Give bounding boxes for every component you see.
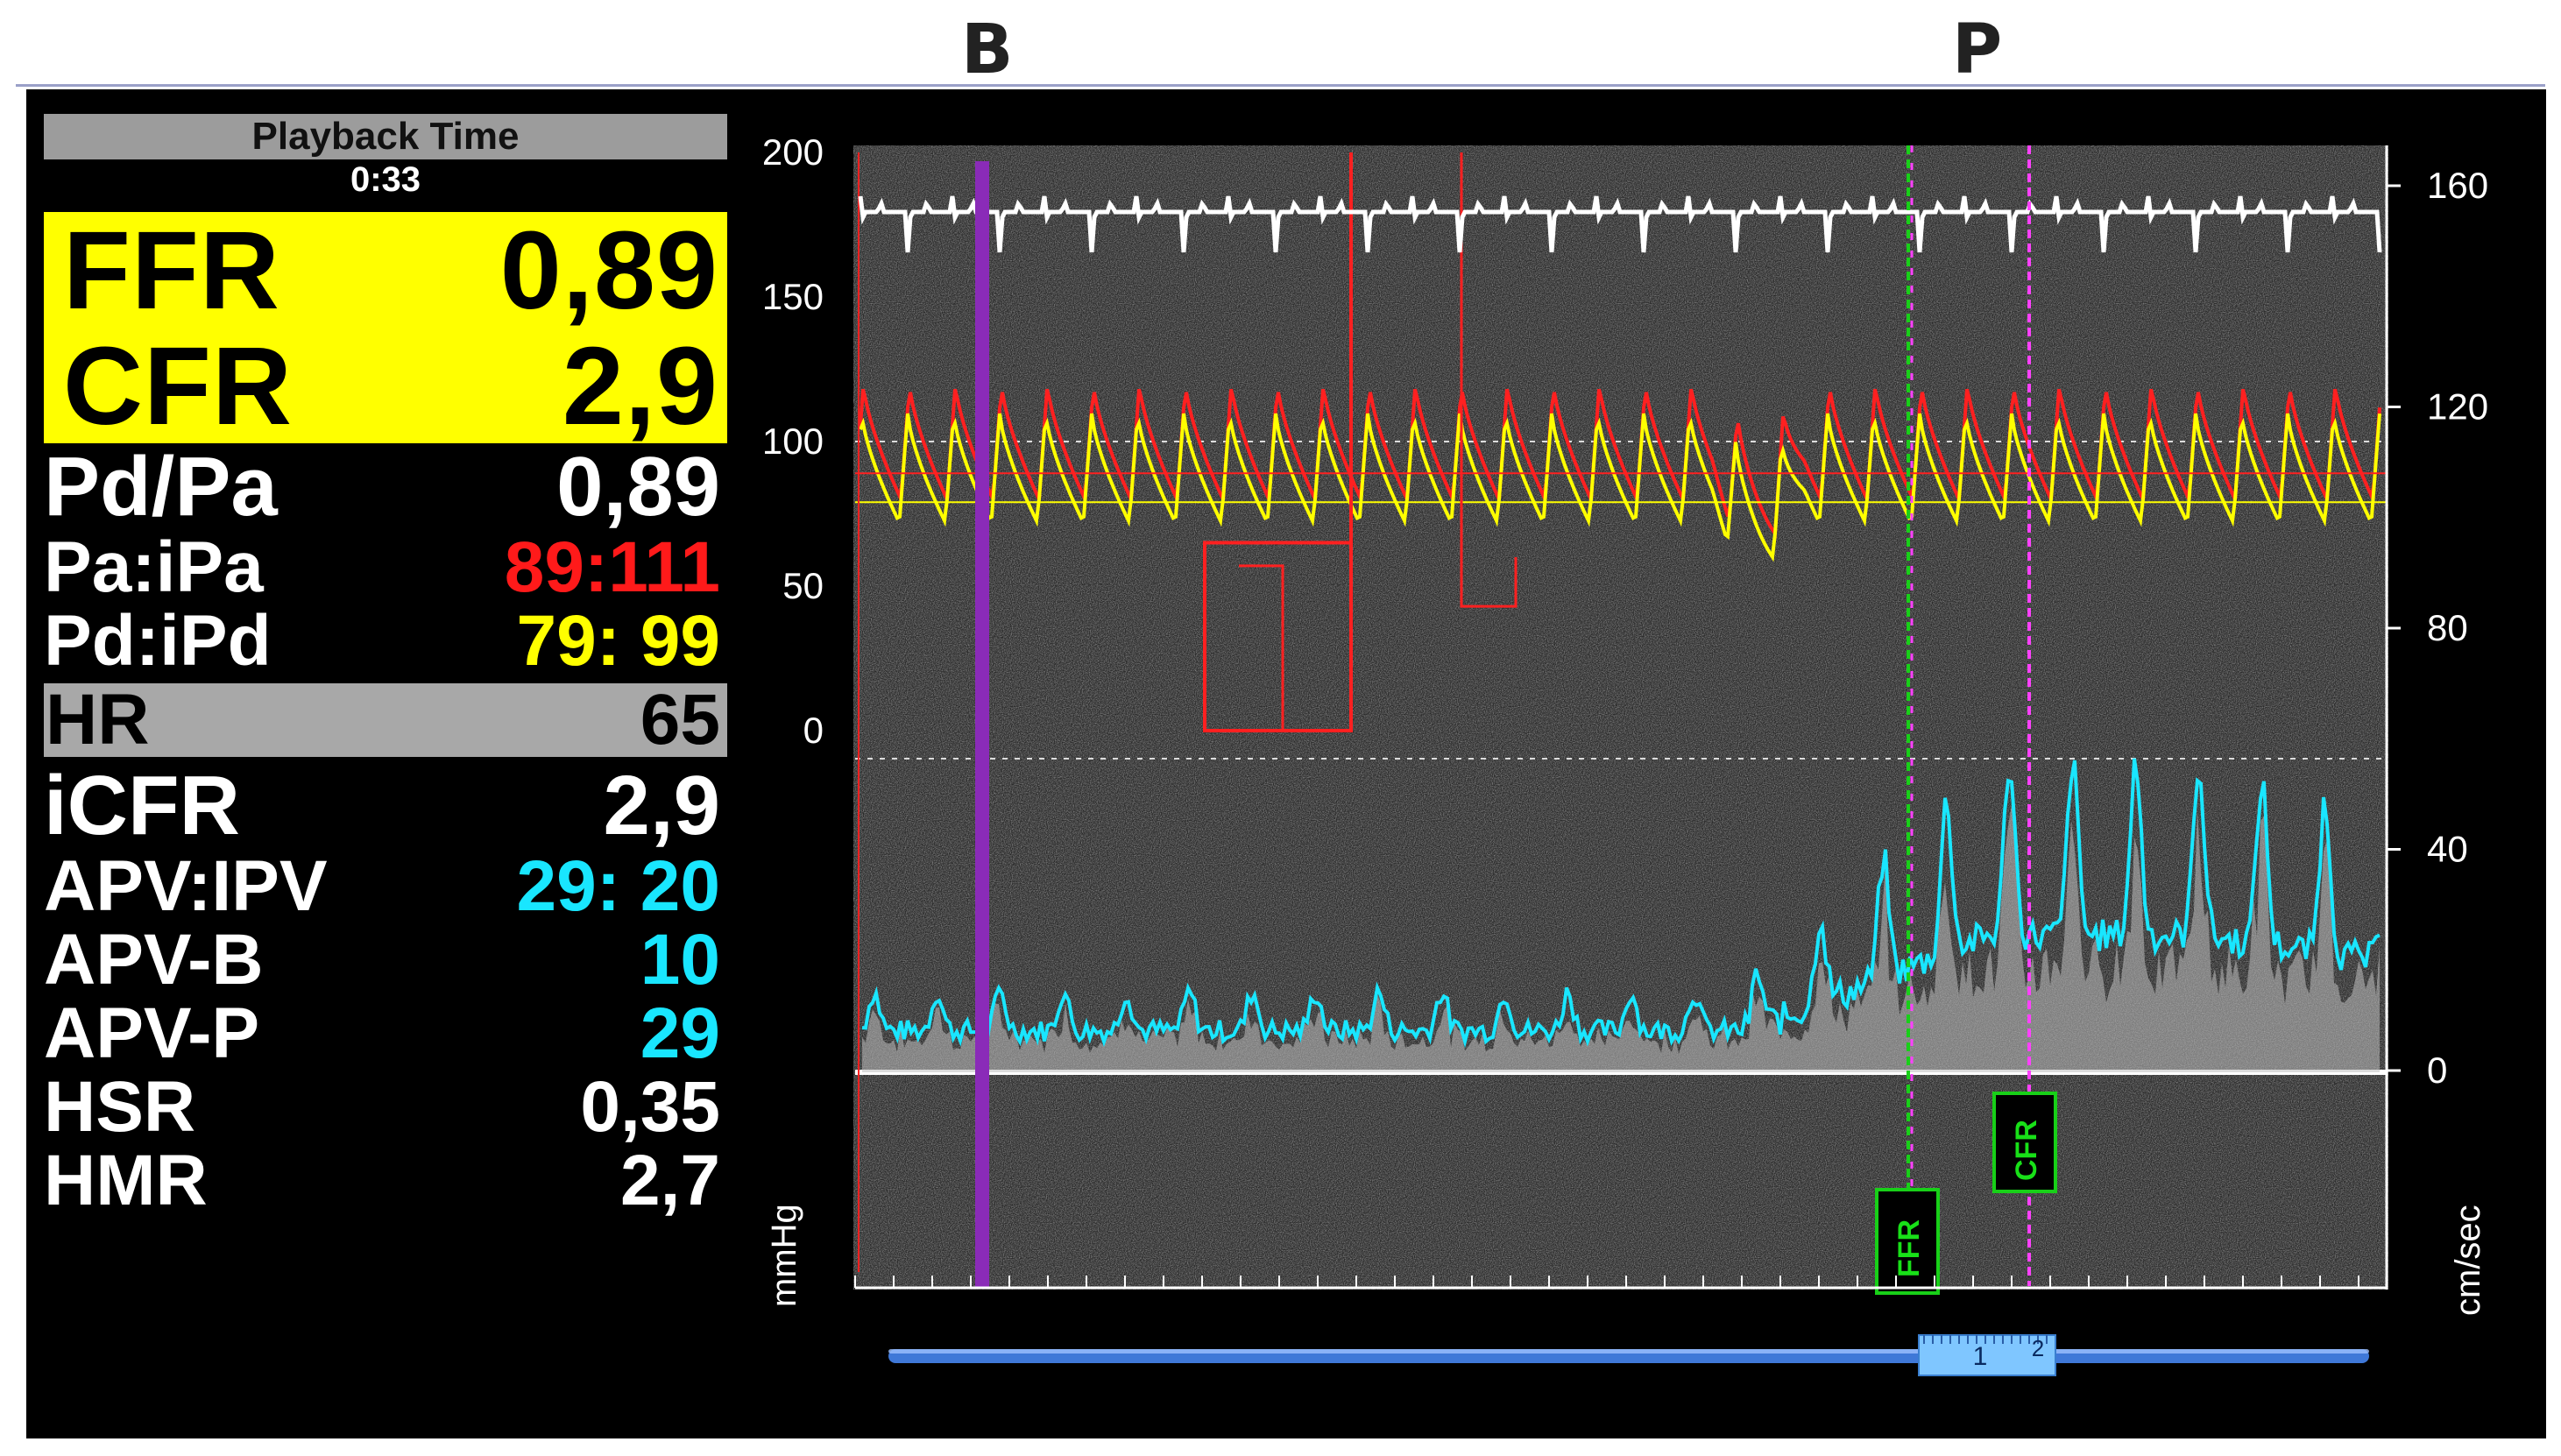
metric-row-hsr: HSR 0,35 (44, 1067, 727, 1147)
metric-row-hr: HR 65 (44, 680, 727, 760)
left-axis-tick-label: 50 (782, 565, 824, 606)
ecg-line (858, 195, 2382, 253)
metric-label: HR (46, 680, 150, 760)
right-axis-tick-label: 40 (2427, 829, 2468, 870)
metric-row-pd-pa: Pd/Pa 0,89 (44, 440, 727, 534)
baseline-marker-label: B (961, 11, 1014, 89)
cfr-label: CFR (63, 323, 293, 448)
ffr-annotation-label: FFR (1892, 1219, 1926, 1277)
timeline-label-1: 1 (1973, 1342, 1988, 1371)
right-axis-unit: cm/sec (2449, 1205, 2487, 1316)
right-axis-tick-label: 80 (2427, 607, 2468, 648)
pa-step-event-2 (1239, 564, 1284, 731)
playback-timeline-highlight (888, 1349, 2369, 1354)
metric-row-pd-ipd: Pd:iPd 79: 99 (44, 601, 727, 681)
left-axis-tick-label: 100 (762, 421, 824, 462)
monitor-screen: Playback Time 0:33 FFR 0,89 CFR 2,9 Pd/P… (26, 89, 2546, 1438)
metric-label: APV-P (44, 993, 260, 1073)
highlight-box: FFR 0,89 CFR 2,9 (44, 209, 727, 448)
ffr-value: 0,89 (499, 208, 718, 332)
top-divider (16, 84, 2545, 87)
metric-label: Pa:iPa (44, 527, 264, 607)
right-axis-tick-label: 0 (2427, 1050, 2447, 1091)
ffr-label: FFR (63, 208, 280, 332)
metric-row-icfr: iCFR 2,9 (44, 759, 727, 852)
baseline-marker-bar (975, 161, 989, 1288)
metric-value: 89:111 (504, 527, 720, 607)
peak-marker-label: P (1952, 11, 2003, 89)
playback-title: Playback Time (44, 114, 727, 159)
metric-row-apv-p: APV-P 29 (44, 993, 727, 1073)
velocity-spectrum (862, 804, 2380, 1072)
cfr-annotation-label: CFR (2010, 1120, 2043, 1181)
pa-step-event-1 (1203, 152, 1353, 732)
metric-label: Pd:iPd (44, 601, 272, 681)
left-axis-unit: mmHg (765, 1204, 803, 1307)
metric-value: 0,35 (580, 1067, 720, 1147)
metric-row-hmr: HMR 2,7 (44, 1141, 727, 1220)
metric-label: HMR (44, 1141, 208, 1220)
pa-step-event-3 (1460, 152, 1517, 608)
metric-label: iCFR (44, 759, 240, 852)
metric-value: 0,89 (556, 440, 720, 534)
cfr-row: CFR 2,9 (63, 324, 718, 448)
metric-row-pa-ipa: Pa:iPa 89:111 (44, 527, 727, 607)
metric-value: 65 (640, 680, 720, 760)
metric-value: 10 (640, 920, 720, 1000)
metric-row-apv-b: APV-B 10 (44, 920, 727, 1000)
metric-label: APV:IPV (44, 846, 328, 926)
velocity-envelope-line (861, 758, 2381, 1049)
waveform-chart: FFR CFR 200 150 100 50 0 160 120 80 40 0 mmHg cm/sec… (762, 131, 2488, 1376)
plot-speckle (853, 145, 2388, 1290)
metric-label: APV-B (44, 920, 264, 1000)
left-axis-tick-label: 0 (803, 710, 824, 751)
metric-row-apv-ipv: APV:IPV 29: 20 (44, 846, 727, 926)
ffr-annotation-box (1875, 1188, 1940, 1295)
metric-value: 79: 99 (516, 601, 720, 681)
right-axis-tick-label: 120 (2427, 386, 2488, 428)
left-axis-tick-label: 200 (762, 131, 824, 173)
left-axis-tick-label: 150 (762, 276, 824, 317)
metric-label: Pd/Pa (44, 440, 278, 534)
metric-label: HSR (44, 1067, 196, 1147)
metrics-panel: Playback Time 0:33 FFR 0,89 CFR 2,9 Pd/P… (44, 114, 727, 1220)
metric-value: 29: 20 (516, 846, 720, 926)
pd-pressure-line (859, 413, 2381, 562)
timeline-label-2: 2 (2032, 1335, 2044, 1361)
cfr-value: 2,9 (562, 323, 718, 448)
cfr-annotation-box (1992, 1092, 2057, 1193)
metric-value: 29 (640, 993, 720, 1073)
metric-value: 2,9 (603, 759, 720, 852)
right-axis-tick-label: 160 (2427, 165, 2488, 206)
ffr-row: FFR 0,89 (63, 209, 718, 332)
metric-value: 2,7 (620, 1141, 720, 1220)
playback-thumb (1918, 1334, 2056, 1376)
playback-time: 0:33 (350, 160, 421, 199)
pa-pressure-line (859, 388, 2381, 540)
